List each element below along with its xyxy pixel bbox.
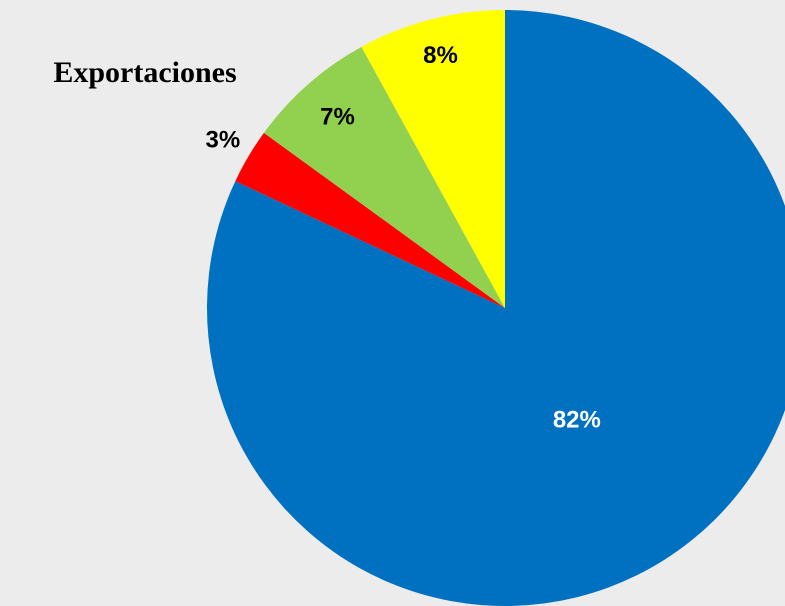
data-label: 82% — [553, 407, 601, 434]
chart-title: Exportaciones — [53, 56, 236, 89]
data-label: 7% — [320, 103, 355, 130]
pie-slice — [361, 10, 505, 308]
data-label: 8% — [423, 42, 458, 69]
pie-slice — [235, 132, 505, 308]
pie-slice — [207, 10, 785, 606]
data-label: 3% — [206, 126, 241, 153]
pie-slice — [263, 46, 505, 309]
